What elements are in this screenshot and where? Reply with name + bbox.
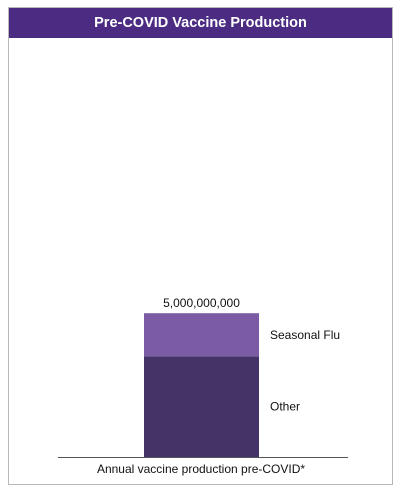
bar-segment-other <box>144 356 259 457</box>
segment-label-other: Other <box>270 400 300 414</box>
total-value-label: 5,000,000,000 <box>163 296 240 310</box>
chart-title: Pre-COVID Vaccine Production <box>9 8 392 38</box>
bar-segment-seasonal-flu <box>144 313 259 357</box>
x-category-label: Annual vaccine production pre-COVID* <box>97 462 305 476</box>
segment-label-seasonal-flu: Seasonal Flu <box>270 328 340 342</box>
